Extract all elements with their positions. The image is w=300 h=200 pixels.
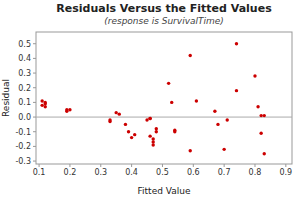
point [44, 105, 47, 108]
point [226, 118, 229, 121]
point [65, 110, 68, 113]
point [263, 152, 266, 155]
x-tick [131, 164, 132, 167]
y-tick-label: 0.5 [18, 40, 31, 49]
point [44, 102, 47, 105]
x-tick-label: 0.1 [33, 168, 46, 177]
point [40, 99, 43, 102]
subtitle: (response is SurvivalTime) [104, 16, 224, 26]
x-tick [39, 164, 40, 167]
point [68, 108, 71, 111]
point [108, 120, 111, 123]
y-tick [33, 73, 36, 74]
point [148, 134, 151, 137]
y-tick [33, 102, 36, 103]
x-tick-label: 0.9 [279, 168, 292, 177]
y-axis-label: Residual [1, 79, 11, 117]
x-tick-label: 0.8 [249, 168, 262, 177]
point [130, 136, 133, 139]
point [173, 130, 176, 133]
reference-line [36, 117, 292, 118]
plot-frame [36, 32, 292, 164]
x-tick [285, 164, 286, 167]
point [155, 130, 158, 133]
y-tick [33, 146, 36, 147]
x-tick [224, 164, 225, 167]
point [167, 82, 170, 85]
point [216, 123, 219, 126]
y-tick-label: 0.3 [18, 69, 31, 78]
point [127, 130, 130, 133]
point [170, 101, 173, 104]
y-tick-label: -0.2 [15, 142, 31, 151]
point [152, 140, 155, 143]
point [114, 111, 117, 114]
point [189, 149, 192, 152]
y-tick-label: -0.1 [15, 128, 31, 137]
chart: Residuals Versus the Fitted Values(respo… [0, 0, 300, 200]
x-tick [100, 164, 101, 167]
x-tick [254, 164, 255, 167]
y-tick [33, 131, 36, 132]
point [256, 105, 259, 108]
y-tick [33, 58, 36, 59]
title: Residuals Versus the Fitted Values [56, 2, 272, 15]
point [145, 118, 148, 121]
point [189, 54, 192, 57]
point [263, 114, 266, 117]
point [155, 127, 158, 130]
point [152, 137, 155, 140]
point [118, 112, 121, 115]
point [213, 110, 216, 113]
point [222, 148, 225, 151]
x-tick-label: 0.7 [218, 168, 231, 177]
x-tick-label: 0.5 [156, 168, 169, 177]
point [133, 133, 136, 136]
x-tick-label: 0.6 [187, 168, 200, 177]
x-axis-label: Fitted Value [138, 186, 191, 196]
y-tick [33, 87, 36, 88]
point [259, 114, 262, 117]
y-tick-label: 0.1 [18, 98, 31, 107]
point [195, 99, 198, 102]
x-tick [69, 164, 70, 167]
y-tick-label: -0.3 [15, 157, 31, 166]
x-tick-label: 0.3 [94, 168, 107, 177]
point [235, 89, 238, 92]
y-tick-label: 0.4 [18, 54, 31, 63]
point [148, 117, 151, 120]
x-tick-label: 0.4 [125, 168, 138, 177]
y-tick [33, 117, 36, 118]
point [148, 117, 151, 120]
y-tick-label: 0.2 [18, 84, 31, 93]
point [40, 104, 43, 107]
y-tick-label: 0.0 [18, 113, 31, 122]
point [235, 42, 238, 45]
point [152, 143, 155, 146]
point [253, 74, 256, 77]
x-tick [162, 164, 163, 167]
point [259, 132, 262, 135]
y-tick [33, 43, 36, 44]
y-tick [33, 161, 36, 162]
x-tick [193, 164, 194, 167]
plot-area [36, 42, 292, 155]
x-tick-label: 0.2 [64, 168, 77, 177]
point [124, 123, 127, 126]
